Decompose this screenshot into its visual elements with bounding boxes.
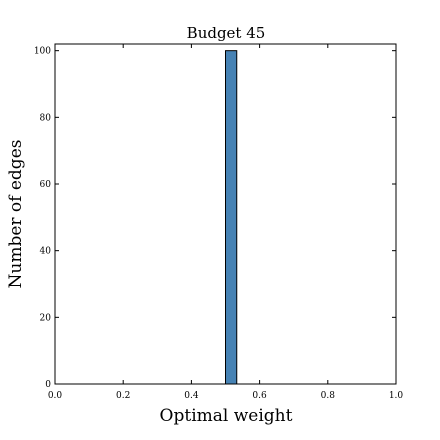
y-tick-label: 80 — [40, 113, 52, 123]
histogram-bar — [225, 50, 238, 385]
bars-layer — [225, 50, 238, 385]
y-tick-label: 20 — [40, 313, 52, 323]
x-tick-label: 0.8 — [321, 391, 336, 401]
x-tick-label: 1.0 — [389, 391, 404, 401]
y-tick-label: 100 — [34, 47, 51, 57]
chart-title: Budget 45 — [187, 24, 266, 42]
x-tick-label: 0.6 — [252, 391, 267, 401]
y-tick-label: 0 — [45, 380, 51, 390]
x-axis-title: Optimal weight — [160, 406, 293, 426]
x-tick-label: 0.2 — [116, 391, 130, 401]
x-tick-label: 0.4 — [184, 391, 199, 401]
y-tick-label: 60 — [40, 180, 52, 190]
plot-frame — [54, 43, 397, 385]
ticks-layer: 0.0 0.2 0.4 0.6 0.8 1.0 0 20 40 60 80 100 — [34, 44, 404, 401]
x-tick-label: 0.0 — [48, 391, 63, 401]
y-tick-label: 40 — [40, 247, 52, 257]
y-axis-title: Number of edges — [6, 140, 26, 289]
